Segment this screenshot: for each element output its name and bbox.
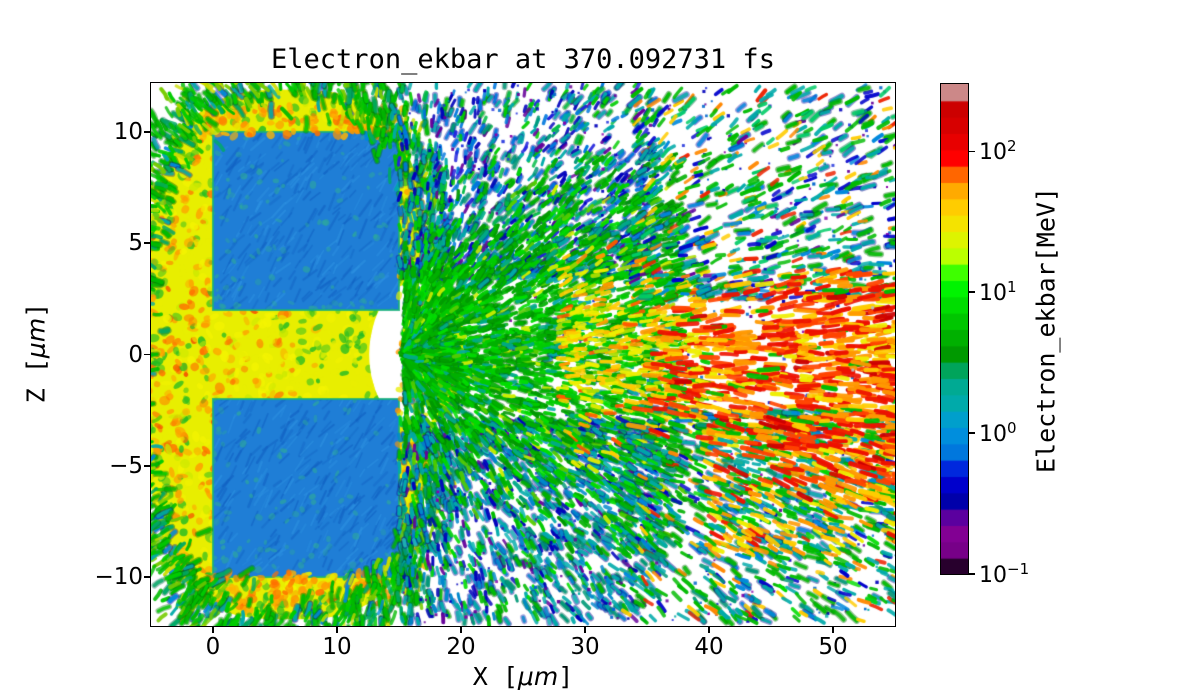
- x-tick-label: 50: [818, 634, 848, 660]
- colorbar-tick-label: 100: [979, 419, 1017, 447]
- y-tick-label: −5: [109, 452, 143, 479]
- y-tick-mark: [144, 576, 150, 578]
- x-axis-label-name: X: [472, 662, 488, 691]
- colorbar-tick-exponent: 2: [1007, 137, 1017, 156]
- y-axis-label-unit: μm: [21, 317, 51, 359]
- x-axis-label-close-bracket: ]: [558, 662, 574, 691]
- plot-title: Electron_ekbar at 370.092731 fs: [271, 44, 775, 75]
- colorbar-tick-exponent: −1: [1007, 559, 1030, 578]
- scatter-plot-canvas: [151, 83, 895, 626]
- colorbar-tick-mark: [969, 150, 975, 152]
- x-tick-label: 0: [205, 634, 221, 660]
- colorbar-label: Electron_ekbar[MeV]: [1031, 187, 1061, 473]
- y-axis-label: Z [μm]: [22, 303, 51, 404]
- x-tick-label: 20: [446, 634, 476, 660]
- colorbar-tick-label: 10−1: [979, 560, 1029, 588]
- x-axis-label-unit: μm: [517, 662, 559, 691]
- x-tick-mark: [336, 627, 338, 633]
- y-tick-mark: [144, 465, 150, 467]
- y-tick-label: −10: [94, 564, 143, 591]
- y-tick-label: 0: [128, 341, 143, 368]
- x-axis-label-open-bracket: [: [502, 662, 518, 691]
- x-tick-mark: [212, 627, 214, 633]
- y-tick-label: 5: [128, 230, 143, 257]
- x-tick-label: 40: [694, 634, 724, 660]
- y-tick-mark: [144, 131, 150, 133]
- x-tick-label: 10: [322, 634, 352, 660]
- y-axis-label-close-bracket: ]: [21, 302, 51, 318]
- y-axis-label-open-bracket: [: [21, 358, 51, 374]
- colorbar-tick-mark: [969, 573, 975, 575]
- y-tick-label: 10: [113, 118, 143, 145]
- colorbar-tick-mantissa: 10: [979, 281, 1007, 307]
- colorbar-tick-mark: [969, 432, 975, 434]
- colorbar-canvas: [941, 84, 968, 574]
- colorbar-tick-label: 101: [979, 278, 1017, 306]
- colorbar-tick-mantissa: 10: [979, 140, 1007, 166]
- y-tick-mark: [144, 353, 150, 356]
- x-tick-mark: [584, 627, 586, 633]
- x-axis-label: X [μm]: [151, 662, 895, 691]
- y-axis-label-name: Z: [21, 388, 51, 404]
- x-tick-mark: [832, 627, 834, 633]
- colorbar-tick-exponent: 1: [1007, 277, 1017, 296]
- colorbar-tick-label: 102: [979, 137, 1017, 165]
- x-tick-mark: [708, 627, 710, 633]
- colorbar-tick-mantissa: 10: [979, 563, 1007, 589]
- y-tick-mark: [144, 242, 150, 244]
- x-tick-mark: [460, 627, 462, 633]
- x-tick-label: 30: [570, 634, 600, 660]
- colorbar-tick-mantissa: 10: [979, 422, 1007, 448]
- colorbar-tick-mark: [969, 291, 975, 293]
- colorbar-tick-exponent: 0: [1007, 418, 1017, 437]
